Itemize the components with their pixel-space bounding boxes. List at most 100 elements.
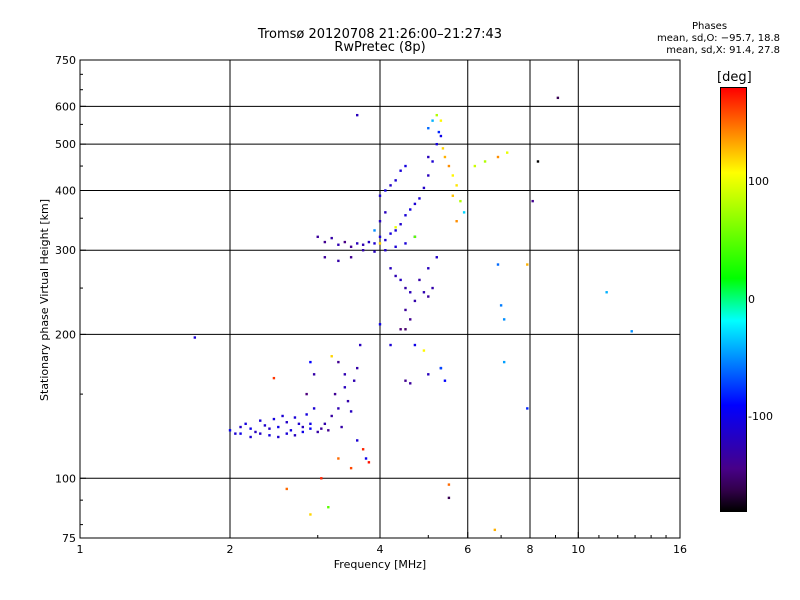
data-point [249, 427, 252, 430]
data-point [473, 164, 477, 168]
x-axis: 1 2 4 6 8 10 16 [77, 532, 687, 556]
y-axis-label: Stationary phase Virtual Height [km] [38, 199, 51, 401]
data-point [228, 429, 232, 432]
data-point [330, 236, 333, 240]
data-points [193, 96, 633, 532]
y-tick-label: 600 [55, 100, 76, 113]
data-point [427, 126, 430, 130]
data-point [346, 399, 350, 403]
phase-stats-title: Phases [691, 21, 728, 32]
x-tick-label: 2 [227, 543, 234, 556]
data-point [427, 155, 430, 159]
data-point [316, 235, 319, 239]
data-point [493, 528, 497, 532]
data-point [337, 243, 340, 246]
data-point [361, 243, 365, 246]
y-tick-label: 400 [55, 184, 76, 197]
data-point [361, 249, 365, 252]
data-point [389, 267, 392, 270]
data-point [422, 186, 426, 190]
data-point [285, 487, 288, 491]
data-point [394, 229, 397, 232]
data-point [389, 343, 392, 347]
data-point [312, 373, 316, 376]
data-point [373, 250, 376, 253]
data-point [556, 96, 560, 100]
data-point [373, 229, 376, 232]
data-point [394, 179, 397, 182]
x-axis-label: Frequency [MHz] [334, 558, 426, 571]
data-point [327, 505, 330, 509]
data-point [272, 417, 276, 421]
data-point [337, 360, 340, 364]
colorbar-tick-label: 100 [748, 175, 769, 188]
data-point [373, 242, 376, 245]
data-point [413, 299, 417, 303]
data-point [422, 291, 426, 294]
data-point [301, 430, 305, 434]
y-tick-label: 500 [55, 138, 76, 151]
data-point [435, 256, 438, 259]
data-point [343, 240, 347, 244]
data-point [343, 386, 347, 389]
x-tick-label: 16 [673, 543, 687, 556]
data-point [441, 147, 445, 150]
data-point [404, 328, 407, 331]
data-point [244, 422, 247, 426]
data-point [499, 304, 503, 307]
phase-stats: Phases mean, sd,O: −95.7, 18.8 mean, sd,… [657, 21, 780, 57]
data-point [355, 366, 359, 370]
data-point [413, 343, 417, 347]
data-point [437, 130, 441, 134]
data-point [394, 245, 397, 248]
data-point [297, 422, 301, 426]
data-point [301, 425, 305, 429]
data-point [505, 151, 509, 154]
data-point [337, 259, 340, 263]
data-point [239, 432, 242, 435]
data-point [337, 457, 340, 460]
data-point [349, 466, 353, 470]
data-point [536, 160, 540, 163]
data-point [409, 382, 412, 385]
phase-stats-o: mean, sd,O: −95.7, 18.8 [657, 33, 780, 44]
data-point [455, 184, 458, 187]
data-point [285, 421, 288, 424]
data-point [268, 434, 271, 437]
data-point [268, 427, 271, 430]
data-point [439, 366, 443, 370]
data-point [349, 256, 353, 259]
data-point [447, 496, 451, 500]
data-point [384, 189, 387, 192]
data-point [323, 256, 327, 259]
data-point [281, 414, 284, 418]
data-point [431, 119, 434, 122]
data-point [459, 199, 462, 203]
data-point [502, 360, 506, 364]
data-point [447, 164, 451, 168]
data-point [451, 194, 455, 197]
data-point [340, 425, 343, 429]
data-point [349, 410, 353, 413]
data-point [361, 448, 365, 451]
data-point [355, 113, 359, 117]
y-tick-label: 300 [55, 244, 76, 257]
data-point [526, 263, 529, 266]
data-point [435, 142, 438, 146]
data-point [502, 318, 506, 321]
data-point [293, 434, 297, 437]
data-point [394, 274, 397, 278]
phase-colorbar [720, 87, 747, 512]
data-point [422, 349, 426, 352]
data-point [259, 432, 262, 435]
data-point [447, 483, 451, 486]
data-point [305, 413, 308, 416]
data-point [526, 407, 529, 410]
colorbar-tick-label: -100 [748, 410, 773, 423]
phase-stats-x: mean, sd,X: 91.4, 27.8 [666, 45, 780, 56]
data-point [378, 194, 382, 197]
chart-title: Tromsø 20120708 21:26:00–21:27:43 [257, 27, 503, 42]
y-axis: 75 100 200 300 400 500 600 750 [55, 54, 86, 545]
data-point [413, 235, 417, 239]
